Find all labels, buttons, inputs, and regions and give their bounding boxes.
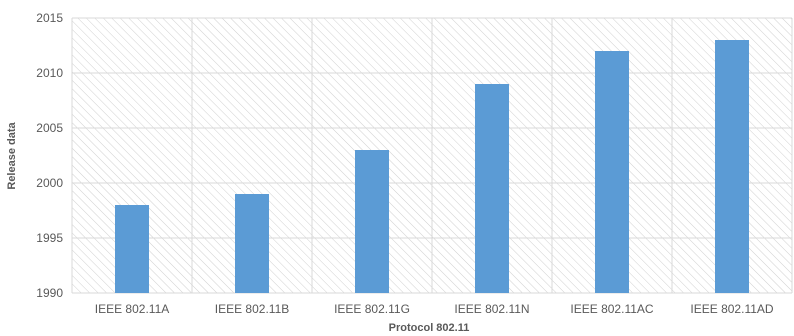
x-tick-label: IEEE 802.11AC [570,302,653,316]
y-tick-label: 2015 [36,11,63,25]
y-tick-label: 1990 [36,286,63,300]
bar [595,51,629,293]
x-axis-title: Protocol 802.11 [389,322,470,334]
bar [475,84,509,293]
x-tick-label: IEEE 802.11B [215,302,290,316]
x-tick-label: IEEE 802.11G [334,302,410,316]
y-tick-label: 2005 [36,121,63,135]
x-tick-label: IEEE 802.11A [95,302,170,316]
y-tick-label: 2000 [36,176,63,190]
x-tick-label: IEEE 802.11N [454,302,529,316]
y-tick-label: 2010 [36,66,63,80]
x-axis-ticks: IEEE 802.11A IEEE 802.11B IEEE 802.11G IEEE… [95,302,774,316]
bar [715,40,749,293]
bar [115,205,149,293]
gridlines [71,17,793,294]
y-tick-label: 1995 [36,231,63,245]
bar [235,194,269,293]
bar [355,150,389,293]
y-axis-title: Release data [6,121,18,189]
y-axis-ticks: 1990 1995 2000 2005 2010 2015 [36,11,63,300]
x-tick-label: IEEE 802.11AD [690,302,773,316]
bars [115,40,749,293]
